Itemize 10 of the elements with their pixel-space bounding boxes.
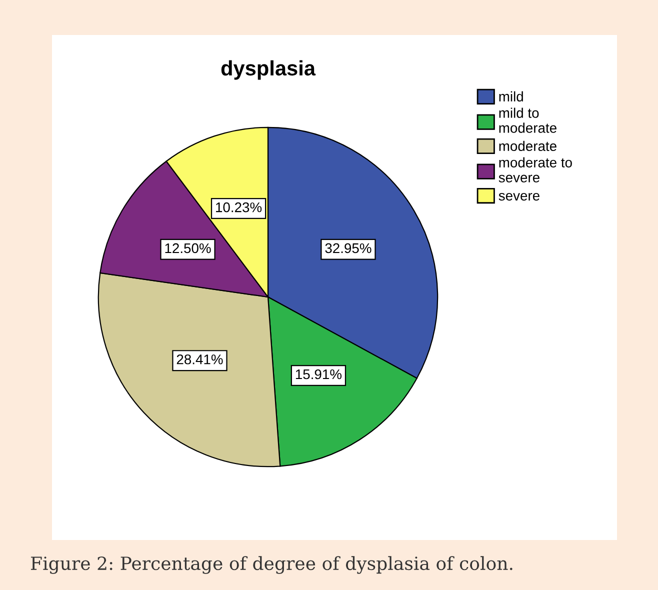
- legend-label: moderate: [499, 140, 556, 152]
- data-label: 15.91%: [296, 369, 342, 380]
- data-label: 32.95%: [325, 243, 372, 254]
- legend-label: severe: [498, 192, 540, 201]
- legend-label: mild: [499, 91, 523, 102]
- caption: Figure 2: Percentage of degree of dysplasia of colon.: [30, 556, 512, 574]
- data-label: 12.50%: [165, 243, 211, 254]
- data-label: 28.41%: [176, 354, 223, 364]
- chart-title: dysplasia: [221, 60, 316, 80]
- data-label: 10.23%: [216, 202, 262, 212]
